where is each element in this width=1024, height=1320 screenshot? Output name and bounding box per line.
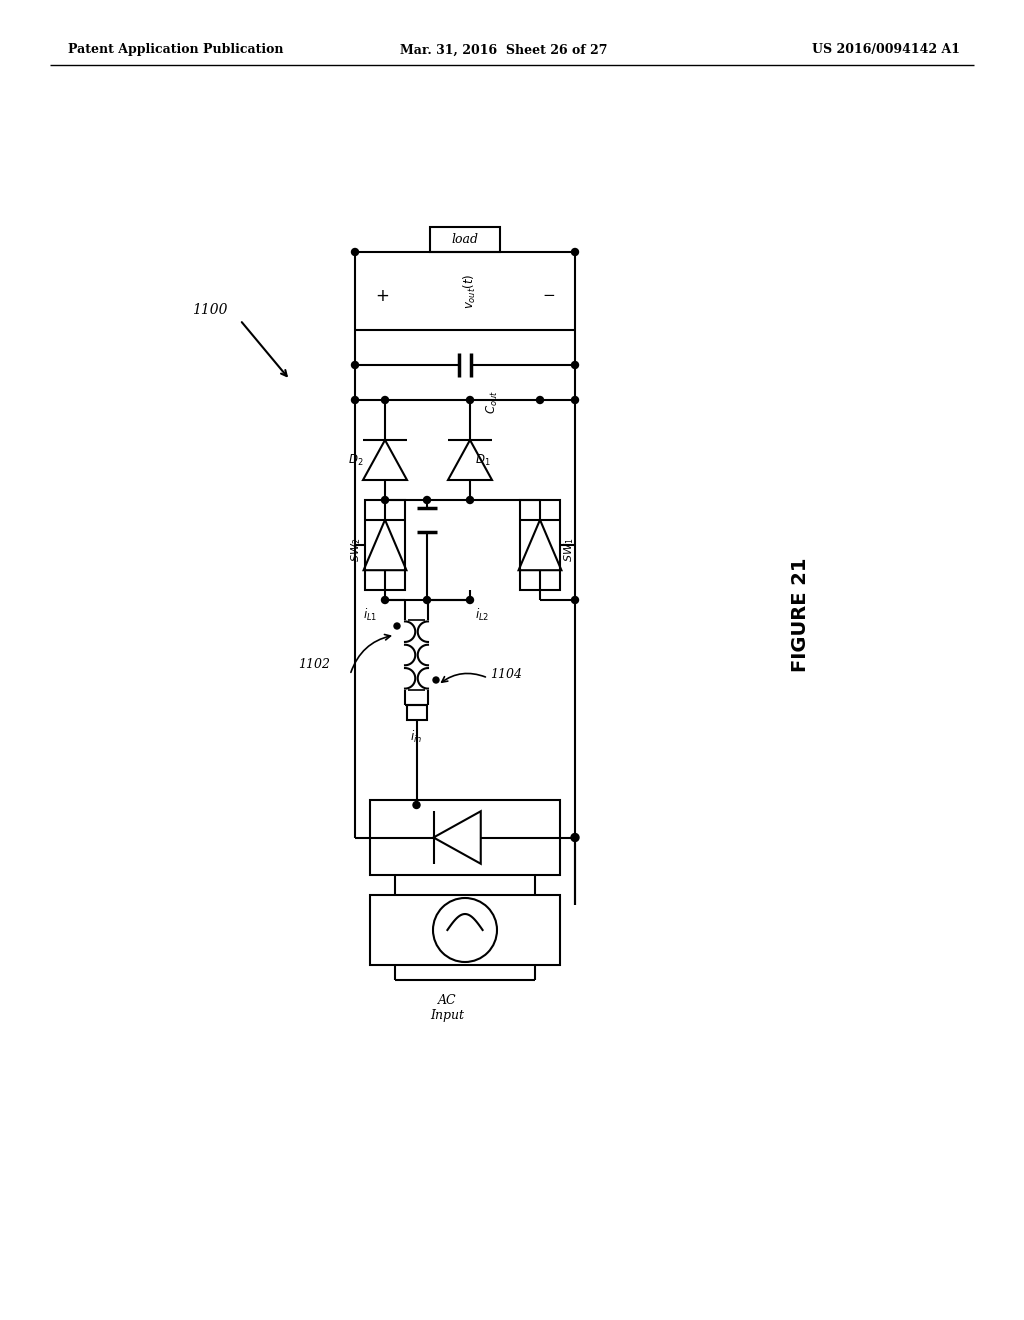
Circle shape	[424, 597, 430, 603]
Text: $i_{in}$: $i_{in}$	[411, 729, 423, 744]
Circle shape	[382, 496, 388, 503]
Circle shape	[571, 396, 579, 404]
Bar	[430, 227, 500, 252]
Bar	[520, 500, 560, 590]
Circle shape	[351, 362, 358, 368]
Text: $D_1$: $D_1$	[475, 453, 490, 467]
Text: AC: AC	[437, 994, 457, 1006]
Circle shape	[571, 362, 579, 368]
Circle shape	[467, 496, 473, 503]
Text: $SW_2$: $SW_2$	[349, 537, 362, 562]
Circle shape	[424, 496, 430, 503]
Text: Mar. 31, 2016  Sheet 26 of 27: Mar. 31, 2016 Sheet 26 of 27	[400, 44, 607, 57]
Text: 1104: 1104	[490, 668, 522, 681]
Circle shape	[413, 801, 420, 808]
Text: FIGURE 21: FIGURE 21	[791, 558, 810, 672]
Text: $SW_1$: $SW_1$	[562, 537, 575, 562]
Circle shape	[571, 833, 579, 842]
Bar	[370, 895, 560, 965]
Bar	[365, 500, 406, 590]
Text: +: +	[375, 286, 389, 305]
Text: $v_{out}(t)$: $v_{out}(t)$	[462, 273, 478, 309]
Circle shape	[351, 396, 358, 404]
Text: $C_{out}$: $C_{out}$	[485, 389, 500, 414]
Text: US 2016/0094142 A1: US 2016/0094142 A1	[812, 44, 961, 57]
Circle shape	[571, 597, 579, 603]
Text: Input: Input	[430, 1008, 464, 1022]
Text: 1100: 1100	[193, 304, 227, 317]
Circle shape	[571, 248, 579, 256]
Text: 1102: 1102	[298, 659, 330, 672]
Text: $i_{L1}$: $i_{L1}$	[362, 607, 377, 623]
Text: Patent Application Publication: Patent Application Publication	[68, 44, 284, 57]
Bar	[370, 800, 560, 875]
Circle shape	[467, 396, 473, 404]
Circle shape	[382, 396, 388, 404]
Circle shape	[382, 597, 388, 603]
Text: −: −	[543, 289, 555, 304]
Bar	[407, 705, 427, 719]
Circle shape	[433, 677, 439, 682]
Circle shape	[351, 248, 358, 256]
Text: $D_2$: $D_2$	[347, 453, 362, 467]
Text: $i_{L2}$: $i_{L2}$	[475, 607, 489, 623]
Text: load: load	[452, 234, 478, 246]
Circle shape	[537, 396, 544, 404]
Circle shape	[467, 597, 473, 603]
Circle shape	[394, 623, 400, 630]
